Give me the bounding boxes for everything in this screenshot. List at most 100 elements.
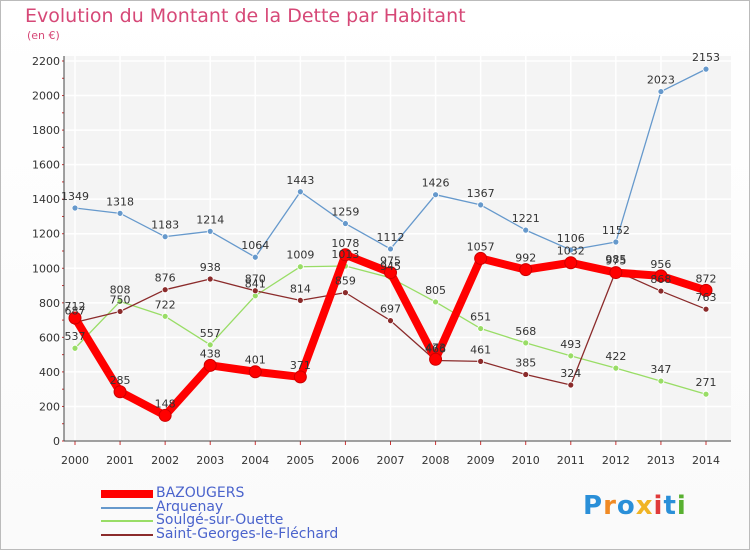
data-point bbox=[699, 283, 713, 297]
x-tick-label: 2012 bbox=[602, 454, 630, 467]
y-tick-label: 400 bbox=[39, 366, 60, 379]
data-label: 722 bbox=[155, 298, 176, 311]
data-point bbox=[567, 246, 575, 254]
data-label: 945 bbox=[380, 260, 401, 273]
data-point bbox=[293, 370, 307, 384]
data-label: 1318 bbox=[106, 195, 134, 208]
data-label: 1214 bbox=[196, 213, 224, 226]
data-point bbox=[71, 204, 79, 212]
data-label: 814 bbox=[290, 282, 311, 295]
x-tick-label: 2002 bbox=[151, 454, 179, 467]
data-point bbox=[477, 357, 485, 365]
data-label: 148 bbox=[155, 397, 176, 410]
data-label: 371 bbox=[290, 359, 311, 372]
data-point bbox=[612, 238, 620, 246]
data-point bbox=[161, 286, 169, 294]
data-label: 557 bbox=[200, 327, 221, 340]
x-tick-label: 2011 bbox=[557, 454, 585, 467]
data-label: 473 bbox=[425, 341, 446, 354]
data-point bbox=[251, 253, 259, 261]
data-label: 568 bbox=[515, 325, 536, 338]
data-point bbox=[477, 201, 485, 209]
data-label: 1152 bbox=[602, 224, 630, 237]
logo-letter: t bbox=[663, 491, 677, 521]
x-tick-label: 2000 bbox=[61, 454, 89, 467]
legend-item: Saint-Georges-le-Fléchard bbox=[101, 525, 401, 543]
data-point bbox=[609, 266, 623, 280]
logo-letter: i bbox=[653, 491, 664, 521]
plot-area bbox=[64, 56, 731, 441]
data-label: 859 bbox=[335, 275, 356, 288]
data-point bbox=[567, 381, 575, 389]
data-label: 651 bbox=[470, 311, 491, 324]
data-label: 1259 bbox=[331, 206, 359, 219]
x-tick-label: 2004 bbox=[241, 454, 269, 467]
data-label: 1183 bbox=[151, 219, 179, 232]
data-point bbox=[158, 408, 172, 422]
x-tick-label: 2001 bbox=[106, 454, 134, 467]
legend-label: Soulgé-sur-Ouette bbox=[156, 512, 284, 528]
data-point bbox=[702, 390, 710, 398]
data-point bbox=[342, 289, 349, 297]
data-label: 872 bbox=[696, 272, 717, 285]
data-label: 992 bbox=[515, 252, 536, 265]
logo-letter: i bbox=[676, 491, 687, 521]
data-label: 493 bbox=[560, 338, 581, 351]
legend-swatch bbox=[101, 490, 153, 498]
y-tick-label: 1600 bbox=[32, 159, 60, 172]
data-label: 1057 bbox=[467, 240, 495, 253]
y-tick-label: 1200 bbox=[32, 228, 60, 241]
data-point bbox=[654, 269, 668, 283]
legend-label: BAZOUGERS bbox=[156, 485, 245, 501]
y-tick-label: 1400 bbox=[32, 193, 60, 206]
data-label: 763 bbox=[696, 291, 717, 304]
data-label: 808 bbox=[110, 283, 131, 296]
data-label: 438 bbox=[200, 347, 221, 360]
data-point bbox=[338, 248, 352, 262]
data-label: 938 bbox=[200, 261, 221, 274]
data-label: 712 bbox=[65, 300, 86, 313]
logo-letter: o bbox=[616, 491, 636, 521]
data-point bbox=[68, 311, 82, 325]
data-label: 1221 bbox=[512, 212, 540, 225]
data-point bbox=[161, 312, 169, 320]
data-point bbox=[519, 263, 533, 277]
data-label: 876 bbox=[155, 272, 176, 285]
data-label: 347 bbox=[650, 363, 671, 376]
y-tick-label: 600 bbox=[39, 331, 60, 344]
legend-swatch bbox=[101, 520, 153, 522]
data-label: 1112 bbox=[377, 231, 405, 244]
data-point bbox=[296, 296, 304, 304]
data-point bbox=[116, 298, 124, 305]
chart-title: Evolution du Montant de la Dette par Hab… bbox=[25, 5, 466, 27]
data-label: 1032 bbox=[557, 245, 585, 258]
logo-letter: P bbox=[583, 491, 604, 521]
data-point bbox=[206, 275, 214, 283]
data-point bbox=[116, 209, 124, 217]
legend-item: Arquenay bbox=[101, 498, 401, 516]
data-point bbox=[657, 377, 665, 385]
legend-label: Saint-Georges-le-Fléchard bbox=[156, 525, 339, 542]
data-point bbox=[564, 256, 578, 270]
legend-label: Arquenay bbox=[156, 498, 224, 515]
data-label: 385 bbox=[515, 357, 536, 370]
data-point bbox=[567, 352, 575, 360]
data-label: 687 bbox=[65, 304, 86, 317]
data-point bbox=[612, 364, 620, 372]
x-tick-label: 2014 bbox=[692, 454, 720, 467]
data-point bbox=[432, 191, 439, 199]
x-tick-label: 2010 bbox=[512, 454, 540, 467]
data-label: 2153 bbox=[692, 51, 720, 64]
data-point bbox=[522, 339, 530, 347]
data-point bbox=[474, 251, 488, 265]
data-point bbox=[203, 358, 217, 372]
legend-item: BAZOUGERS bbox=[101, 485, 401, 502]
data-point bbox=[657, 287, 665, 295]
data-label: 422 bbox=[605, 350, 626, 363]
x-tick-label: 2013 bbox=[647, 454, 675, 467]
data-point bbox=[116, 308, 124, 315]
data-label: 870 bbox=[245, 273, 266, 286]
data-label: 2023 bbox=[647, 74, 675, 87]
data-point bbox=[296, 188, 304, 196]
